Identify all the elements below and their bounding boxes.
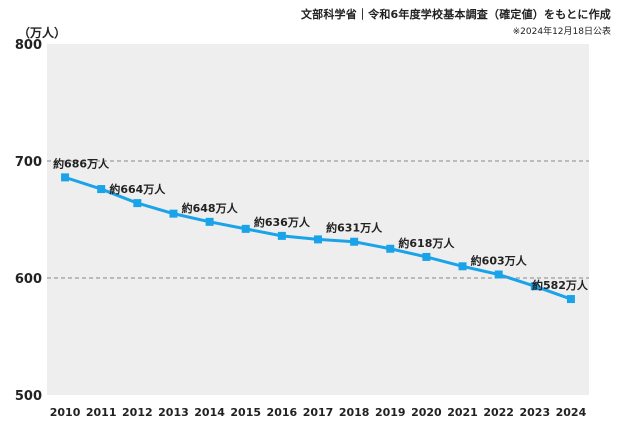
x-tick-label: 2019 xyxy=(375,406,406,419)
data-label: 約618万人 xyxy=(398,236,455,250)
x-tick-label: 2023 xyxy=(519,406,550,419)
x-tick-label: 2011 xyxy=(86,406,117,419)
y-tick-label: 700 xyxy=(15,155,42,170)
y-tick-label: 500 xyxy=(15,389,42,404)
data-point-marker xyxy=(458,262,467,271)
x-tick-label: 2017 xyxy=(303,406,334,419)
data-label: 約631万人 xyxy=(326,221,383,235)
x-tick-label: 2020 xyxy=(411,406,442,419)
x-tick-label: 2018 xyxy=(339,406,370,419)
source-note: ※2024年12月18日公表 xyxy=(512,27,611,37)
data-point-marker xyxy=(566,295,575,304)
y-axis-unit-label: （万人） xyxy=(18,26,67,40)
data-point-marker xyxy=(422,252,431,261)
x-tick-label: 2010 xyxy=(50,406,81,419)
x-axis-ticks: 2010 2011 2012 2013 2014 2015 2016 2017 2018 2019… xyxy=(50,406,587,419)
y-tick-label: 600 xyxy=(15,272,42,287)
y-axis-ticks: 800 700 600 500 xyxy=(15,38,42,404)
data-label: 約648万人 xyxy=(182,201,239,215)
x-tick-label: 2012 xyxy=(122,406,153,419)
y-tick-label: 800 xyxy=(15,38,42,53)
x-tick-label: 2022 xyxy=(483,406,514,419)
x-tick-label: 2013 xyxy=(158,406,189,419)
data-point-marker xyxy=(241,224,250,233)
plot-area xyxy=(47,44,589,395)
data-point-marker xyxy=(205,217,214,226)
source-text: 文部科学省｜令和6年度学校基本調査（確定値）をもとに作成 xyxy=(300,8,611,21)
series-markers xyxy=(61,173,575,304)
data-label: 約603万人 xyxy=(471,253,528,267)
x-tick-label: 2015 xyxy=(230,406,261,419)
data-label: 約664万人 xyxy=(109,182,166,196)
x-tick-label: 2016 xyxy=(267,406,298,419)
data-point-marker xyxy=(314,235,322,244)
data-point-marker xyxy=(61,173,70,182)
data-point-marker xyxy=(97,185,106,194)
data-label: 約636万人 xyxy=(254,215,311,229)
data-point-marker xyxy=(133,199,142,208)
data-point-marker xyxy=(277,231,286,240)
data-label: 約686万人 xyxy=(53,156,110,170)
data-point-marker xyxy=(350,237,359,246)
data-point-marker xyxy=(386,244,395,253)
data-point-marker xyxy=(494,270,503,279)
data-label: 約582万人 xyxy=(532,278,589,292)
x-tick-label: 2024 xyxy=(556,406,587,419)
x-tick-label: 2021 xyxy=(447,406,478,419)
data-point-marker xyxy=(169,209,178,218)
x-tick-label: 2014 xyxy=(194,406,225,419)
data-point-marker xyxy=(530,282,539,291)
